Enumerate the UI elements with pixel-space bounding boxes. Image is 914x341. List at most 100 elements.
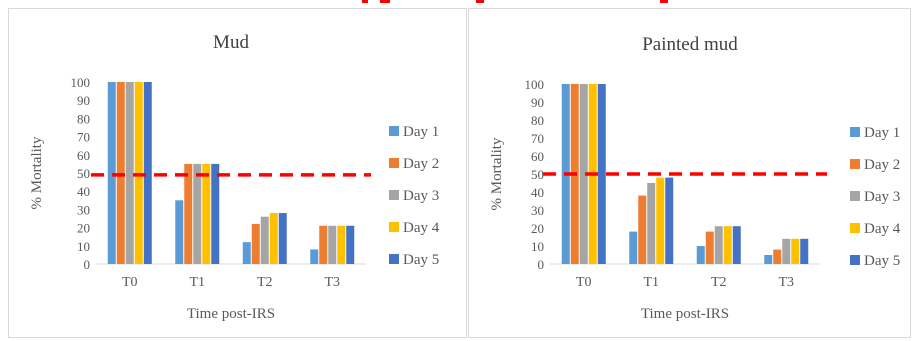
- y-tick-label: 100: [525, 77, 545, 92]
- legend-label: Day 3: [403, 188, 439, 204]
- x-tick-label: T0: [576, 275, 592, 290]
- bar-day-1-t0: [107, 82, 116, 264]
- bar-day-1-t2: [696, 246, 705, 264]
- bar-day-3-t1: [193, 163, 202, 264]
- bar-day-3-t3: [782, 238, 791, 264]
- x-tick-label: T0: [122, 275, 138, 290]
- legend-label: Day 4: [864, 221, 901, 237]
- legend-label: Day 1: [403, 124, 439, 140]
- chart-panel-painted-mud: Painted mud 0 10 20 30 40 50 60 70 80 90 100 T0 T1 T2 T…: [468, 8, 911, 338]
- bar-day-2-t3: [773, 249, 782, 264]
- legend-swatch-day-5: [389, 254, 399, 264]
- legend-swatch-day-1: [850, 127, 860, 137]
- x-tick-label: T2: [711, 275, 727, 290]
- y-tick-label: 60: [77, 148, 90, 163]
- legend-label: Day 4: [403, 220, 440, 236]
- y-tick-label: 80: [531, 113, 544, 128]
- legend-label: Day 5: [403, 252, 439, 268]
- x-tick-label: T1: [189, 275, 205, 290]
- bar-day-3-t0: [125, 82, 134, 264]
- top-red-mark: [380, 0, 390, 3]
- bar-day-4-t2: [269, 213, 278, 264]
- bar-day-4-t0: [134, 82, 143, 264]
- bar-day-3-t2: [260, 216, 269, 264]
- y-tick-label: 50: [77, 166, 90, 181]
- y-axis-label: % Mortality: [29, 136, 45, 209]
- legend-label: Day 1: [864, 125, 900, 141]
- bar-day-3-t0: [579, 84, 588, 264]
- x-tick-label: T2: [257, 275, 273, 290]
- top-red-mark: [476, 0, 484, 3]
- legend-swatch-day-5: [850, 255, 860, 265]
- bar-day-4-t3: [337, 225, 346, 264]
- bar-day-4-t2: [723, 226, 732, 264]
- bar-day-1-t2: [242, 242, 251, 264]
- bar-day-4-t1: [202, 163, 211, 264]
- y-tick-label: 10: [77, 239, 90, 254]
- x-tick-label: T1: [643, 275, 659, 290]
- bar-day-2-t3: [319, 225, 328, 264]
- bar-day-5-t0: [143, 82, 152, 264]
- y-tick-label: 70: [531, 131, 544, 146]
- legend-swatch-day-1: [389, 126, 399, 136]
- x-tick-label: T3: [324, 275, 340, 290]
- y-tick-label: 40: [531, 185, 544, 200]
- legend-swatch-day-2: [389, 158, 399, 168]
- x-tick-label: T3: [778, 275, 794, 290]
- y-tick-label: 20: [531, 221, 544, 236]
- bar-day-5-t1: [211, 163, 220, 264]
- legend-label: Day 2: [864, 157, 900, 173]
- top-red-mark: [362, 0, 368, 3]
- bar-day-1-t3: [310, 249, 319, 264]
- legend-label: Day 5: [864, 253, 900, 269]
- y-tick-label: 50: [531, 167, 544, 182]
- bar-day-3-t3: [328, 225, 337, 264]
- bar-day-1-t1: [629, 231, 638, 264]
- bar-day-2-t2: [705, 231, 714, 264]
- bar-day-3-t2: [714, 226, 723, 264]
- y-tick-label: 90: [77, 93, 90, 108]
- bar-day-5-t0: [597, 84, 606, 264]
- legend-swatch-day-2: [850, 159, 860, 169]
- bar-day-4-t1: [656, 177, 665, 264]
- y-tick-label: 30: [531, 203, 544, 218]
- y-tick-label: 20: [77, 221, 90, 236]
- legend-swatch-day-3: [850, 191, 860, 201]
- bar-day-5-t3: [346, 225, 355, 264]
- y-axis-label: % Mortality: [489, 137, 505, 210]
- bar-day-5-t2: [732, 226, 741, 264]
- y-tick-label: 10: [531, 239, 544, 254]
- legend-label: Day 2: [403, 156, 439, 172]
- y-tick-label: 100: [71, 75, 91, 90]
- legend-swatch-day-3: [389, 190, 399, 200]
- bar-day-1-t1: [175, 200, 184, 264]
- bar-day-2-t2: [251, 223, 260, 264]
- legend-swatch-day-4: [389, 222, 399, 232]
- bar-day-3-t1: [647, 183, 656, 264]
- y-tick-label: 60: [531, 149, 544, 164]
- y-tick-label: 90: [531, 95, 544, 110]
- legend-label: Day 3: [864, 189, 900, 205]
- x-axis-label: Time post-IRS: [641, 306, 729, 322]
- chart-title: Mud: [213, 32, 249, 53]
- y-tick-label: 0: [538, 257, 545, 272]
- bar-day-2-t0: [116, 82, 125, 264]
- bar-day-4-t3: [791, 238, 800, 264]
- chart-painted-mud: Painted mud 0 10 20 30 40 50 60 70 80 90 100 T0 T1 T2 T…: [489, 34, 901, 322]
- bar-day-5-t3: [800, 238, 809, 264]
- bar-day-5-t1: [665, 177, 674, 264]
- top-red-mark: [660, 0, 668, 3]
- y-tick-label: 0: [84, 257, 91, 272]
- y-tick-label: 40: [77, 184, 90, 199]
- bar-day-5-t2: [278, 213, 287, 264]
- bar-day-2-t1: [184, 163, 193, 264]
- top-strip: [8, 0, 911, 8]
- y-tick-label: 30: [77, 202, 90, 217]
- y-tick-label: 80: [77, 111, 90, 126]
- bar-day-1-t3: [764, 255, 773, 264]
- chart-mud: Mud 0 10 20 30 40 50 60 70 80 90 100 T0 T1 T2 T3 Time po…: [29, 32, 440, 322]
- bar-day-2-t1: [638, 195, 647, 264]
- chart-title: Painted mud: [642, 34, 738, 55]
- legend-swatch-day-4: [850, 223, 860, 233]
- x-axis-label: Time post-IRS: [187, 306, 275, 322]
